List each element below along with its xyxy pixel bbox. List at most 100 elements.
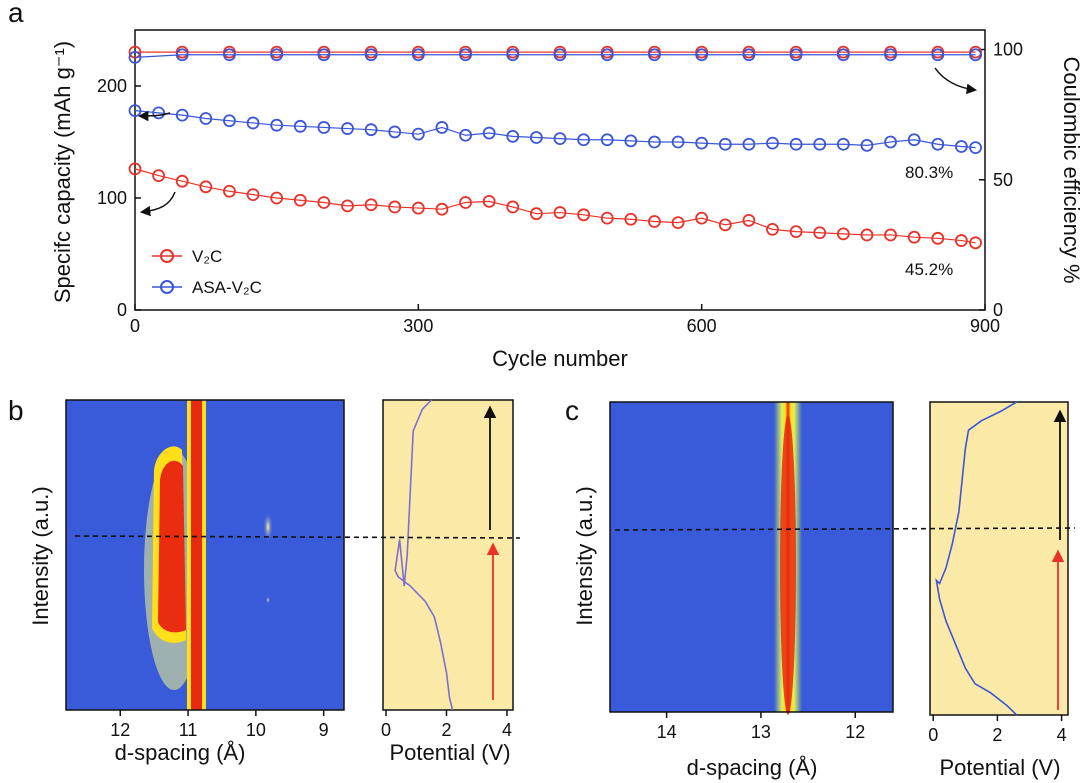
a-data-point: [695, 211, 709, 225]
panel-label-a: a: [8, 0, 24, 28]
a-data-point: [199, 112, 213, 125]
panel-c-heatmap-frame: [609, 401, 894, 713]
a-ytick-label: 100: [97, 188, 127, 208]
a-data-point: [223, 114, 236, 128]
a-data-point: [435, 202, 449, 216]
a-data-point: [317, 121, 331, 134]
a-data-point: [435, 121, 449, 134]
a-data-point: [223, 48, 236, 62]
a-data-point: [671, 216, 685, 230]
a-data-point: [577, 133, 591, 147]
a-data-point: [954, 140, 968, 153]
a-data-point: [836, 137, 850, 151]
a-data-point: [931, 231, 945, 245]
a-data-point: [695, 136, 709, 150]
a-data-point: [175, 108, 189, 122]
a-data-point: [270, 48, 284, 62]
a-ytick-label: 0: [117, 300, 127, 320]
panel-c-heatmap: [609, 401, 894, 715]
panel-c-potential-plot: [929, 401, 1069, 716]
a-data-point: [718, 218, 732, 232]
a-data-point: [246, 188, 260, 202]
a-data-point: [341, 122, 354, 135]
potential-xtick-label: 4: [1057, 725, 1067, 745]
a-data-point: [529, 131, 543, 144]
a-data-point: [364, 48, 378, 62]
panel-b-ylabel: Intensity (a.u.): [28, 486, 53, 625]
arrow-ce-to-right-axis: [934, 67, 978, 95]
panel-a-marks: [128, 45, 982, 250]
a-data-point: [459, 128, 472, 142]
a-data-point: [931, 137, 945, 151]
a-xtick-label: 0: [130, 316, 140, 336]
a-data-point: [152, 169, 166, 183]
heatmap-xtick-label: 12: [845, 722, 865, 742]
panel-a-xlabel: Cycle number: [492, 346, 628, 371]
a-data-point: [199, 180, 213, 194]
a-series-line: [134, 110, 976, 149]
a-data-point: [459, 48, 472, 62]
heatmap-xtick-label: 9: [319, 720, 329, 740]
panel-b-potential-ticks: 0 2 4: [381, 710, 512, 740]
potential-xtick-label: 0: [928, 725, 938, 745]
annotation-80-3: 80.3%: [905, 163, 953, 182]
a-data-point: [341, 199, 354, 213]
a-data-point: [907, 133, 921, 147]
a-data-point: [600, 133, 614, 147]
panel-b-potential-curve: [394, 399, 454, 711]
panel-c-potential-ticks: 0 2 4: [928, 715, 1067, 745]
panel-a-frame: [134, 29, 986, 311]
panel-label-b: b: [8, 395, 24, 426]
a-data-point: [624, 212, 638, 226]
a-data-point: [789, 48, 803, 62]
a-data-point: [553, 206, 567, 219]
a-data-point: [789, 225, 803, 239]
heatmap-xtick-label: 11: [179, 720, 198, 740]
a-data-point: [506, 200, 520, 214]
a-ytick-label: 200: [97, 76, 127, 96]
a-data-point: [648, 215, 661, 228]
a-xtick-label: 900: [970, 316, 1000, 336]
panel-b-red-region: [158, 460, 186, 633]
panel-c-ylabel: Intensity (a.u.): [572, 486, 597, 625]
a-data-point: [931, 48, 945, 62]
a-data-point: [671, 135, 685, 149]
a-ytick-right-label: 50: [993, 170, 1013, 190]
a-data-point: [293, 119, 307, 133]
a-data-point: [506, 129, 520, 143]
a-data-point: [742, 213, 756, 227]
a-data-point: [969, 141, 982, 155]
panel-b-minor-spot: [263, 511, 273, 543]
a-data-point: [766, 136, 779, 150]
a-data-point: [388, 125, 402, 139]
a-data-point: [364, 198, 378, 212]
a-data-point: [152, 106, 166, 120]
a-data-point: [270, 191, 284, 205]
a-data-point: [695, 48, 709, 62]
a-data-point: [411, 127, 425, 141]
heatmap-xtick-label: 14: [657, 722, 677, 742]
legend-label-v2c: V₂C: [192, 247, 222, 266]
a-data-point: [529, 207, 543, 221]
a-data-point: [648, 48, 661, 62]
arrow-v2c-to-left-axis: [139, 191, 176, 217]
a-data-point: [364, 123, 378, 137]
a-data-point: [860, 228, 874, 242]
legend-label-asa-v2c: ASA-V₂C: [192, 278, 262, 297]
a-data-point: [836, 48, 850, 62]
a-xtick-label: 600: [687, 316, 717, 336]
a-data-point: [223, 184, 236, 198]
panel-c-potential-curve: [935, 401, 1018, 716]
panel-b-potential-plot: [382, 399, 514, 711]
panel-b-band-core: [191, 400, 202, 710]
a-data-point: [836, 227, 850, 241]
a-data-point: [175, 48, 189, 62]
panel-b-minor-spot-2: [266, 596, 270, 604]
panel-c-potential-frame: [929, 401, 1069, 716]
potential-xtick-label: 4: [502, 720, 512, 740]
a-data-point: [270, 118, 284, 132]
panel-c-dashed-line: [614, 527, 1076, 531]
heatmap-xtick-label: 10: [246, 720, 266, 740]
